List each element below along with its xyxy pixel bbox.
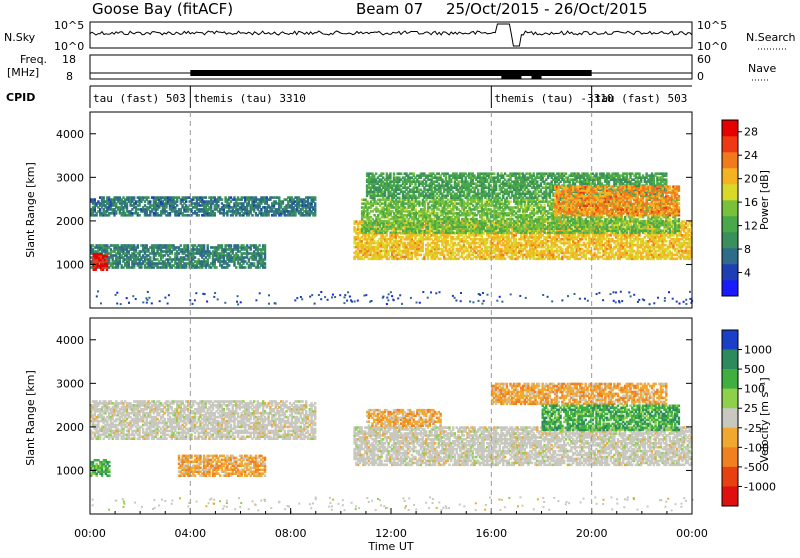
echo-cell	[447, 240, 449, 243]
echo-cell	[438, 244, 440, 247]
echo-cell	[416, 258, 418, 261]
echo-cell	[207, 244, 209, 247]
echo-cell	[399, 231, 401, 234]
echo-cell	[138, 214, 140, 217]
echo-cell	[420, 254, 422, 257]
echo-cell	[149, 200, 151, 203]
power-echoes	[90, 172, 693, 305]
nsky-trace	[90, 24, 692, 46]
echo-cell	[561, 248, 563, 251]
echo-cell	[549, 234, 551, 237]
nsky-frame	[90, 22, 692, 48]
nsky-strip: N.Sky 10^5 10^0 10^5 10^0 N.Search	[4, 19, 796, 53]
echo-cell	[180, 244, 182, 247]
echo-cell	[215, 266, 217, 269]
cpid-segment-label: tau (fast) 503	[93, 92, 186, 105]
echo-cell	[278, 196, 280, 199]
echo-cell	[251, 214, 253, 217]
nave-bar-spike	[531, 70, 541, 79]
nave-label: Nave	[748, 62, 776, 75]
echo-cell	[264, 244, 266, 247]
nsearch-tick-high: 10^5	[697, 19, 727, 32]
freq-tick-high: 18	[62, 53, 76, 66]
echo-cell	[176, 204, 178, 207]
nave-bar-spike	[501, 70, 521, 79]
echo-cell	[133, 196, 135, 199]
nsearch-tick-low: 10^0	[697, 40, 727, 53]
echo-cell	[314, 196, 316, 199]
echo-cell	[187, 244, 189, 247]
freq-strip: Freq. [MHz] 18 8 60 0 Nave	[7, 53, 776, 83]
nave-bars	[190, 70, 591, 79]
echo-cell	[194, 256, 196, 259]
nsearch-label: N.Search	[746, 31, 796, 44]
echo-cell	[439, 258, 441, 261]
echo-cell	[443, 254, 445, 257]
beam-label: Beam 07	[356, 0, 423, 18]
echo-cell	[106, 259, 109, 262]
echo-cell	[264, 262, 266, 265]
echo-cell	[228, 264, 230, 267]
station-title: Goose Bay (fitACF)	[92, 0, 233, 18]
echo-cell	[198, 214, 200, 217]
echo-cell	[137, 244, 139, 247]
freq-tick-low: 8	[66, 70, 73, 83]
echo-cell	[638, 234, 640, 237]
cpid-segment-label: themis (tau) 3310	[193, 92, 306, 105]
echo-cell	[244, 266, 246, 269]
echo-cell	[203, 244, 205, 247]
echo-cell	[253, 262, 255, 265]
echo-cell	[665, 240, 667, 243]
echo-cell	[106, 253, 109, 256]
echo-cell	[258, 244, 260, 247]
nsky-tick-low: 10^0	[54, 40, 84, 53]
echo-cell	[205, 196, 207, 199]
echo-cell	[103, 196, 105, 199]
echo-cell	[221, 244, 223, 247]
echo-cell	[230, 244, 232, 247]
echo-cell	[221, 198, 223, 201]
nave-tick-low: 0	[697, 70, 704, 83]
cpid-label: CPID	[6, 91, 35, 104]
nsky-tick-high: 10^5	[54, 19, 84, 32]
echo-cell	[599, 252, 601, 255]
echo-cell	[504, 258, 506, 261]
echo-cell	[515, 238, 517, 241]
echo-cell	[106, 263, 109, 266]
freq-label: Freq.	[20, 53, 47, 66]
freq-unit: [MHz]	[7, 66, 39, 79]
cpid-segment-label: tau (fast) 503	[595, 92, 688, 105]
echo-cell	[94, 198, 96, 201]
echo-cell	[415, 208, 417, 211]
echo-cell	[688, 228, 690, 231]
echo-cell	[214, 212, 216, 215]
nave-tick-high: 60	[697, 53, 711, 66]
echo-cell	[149, 256, 151, 259]
echo-cell	[610, 244, 612, 247]
date-range: 25/Oct/2015 - 26/Oct/2015	[446, 0, 648, 18]
echo-cell	[235, 266, 237, 269]
echo-cell	[217, 204, 219, 207]
echo-cell	[147, 196, 149, 199]
echo-cell	[314, 202, 316, 205]
echo-cell	[146, 244, 148, 247]
nsky-label: N.Sky	[4, 31, 36, 44]
